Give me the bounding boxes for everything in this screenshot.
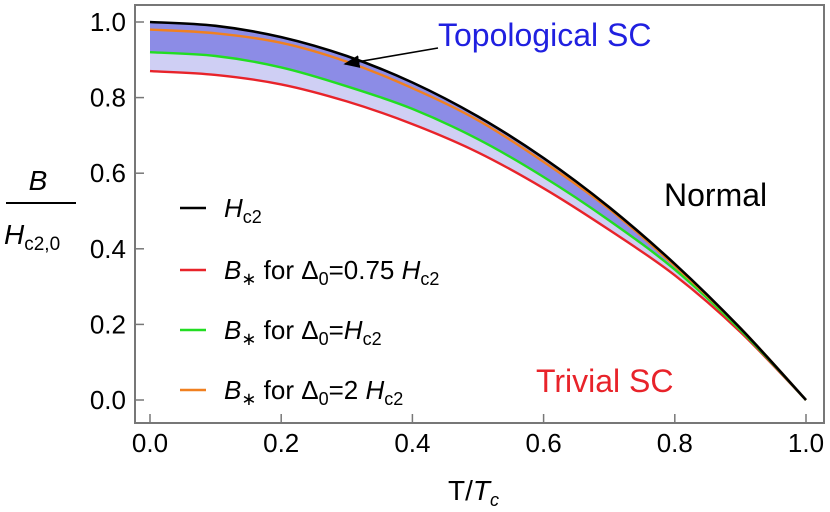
y-tick-label: 0.6 [90, 158, 126, 188]
y-tick-label: 0.2 [90, 309, 126, 339]
legend-label-bstar_1: B∗ for Δ0=Hc2 [224, 315, 382, 349]
x-tick-label: 0.6 [526, 428, 562, 458]
plot-frame [134, 4, 825, 424]
series-line-bstar_1 [149, 51, 807, 401]
annotation-arrow [343, 47, 439, 68]
x-tick-label: 0.4 [394, 428, 430, 458]
y-axis-ticks: 0.0 0.2 0.4 0.6 0.8 1.0 [90, 7, 144, 415]
legend-label-bstar_075: B∗ for Δ0=0.75 Hc2 [224, 255, 439, 289]
band-light [150, 22, 806, 400]
region-label-topological: Topological SC [438, 17, 651, 53]
legend-label-bstar_2: B∗ for Δ0=2 Hc2 [224, 375, 403, 409]
legend-label-hc2: Hc2 [224, 193, 262, 227]
series-line-bstar_075 [149, 69, 807, 401]
x-axis-label: T/Tc [448, 475, 499, 510]
x-tick-label: 0.0 [132, 428, 168, 458]
x-axis-ticks: 0.0 0.2 0.4 0.6 0.8 1.0 [132, 414, 824, 458]
region-label-normal: Normal [664, 177, 767, 213]
series-line-hc2 [149, 20, 807, 401]
y-axis-label-denominator: Hc2,0 [4, 219, 60, 255]
x-tick-label: 1.0 [788, 428, 824, 458]
legend: Hc2 B∗ for Δ0=0.75 Hc2 B∗ for Δ0=Hc2 B∗ for… [180, 193, 439, 409]
y-tick-label: 0.8 [90, 83, 126, 113]
y-tick-label: 1.0 [90, 7, 126, 37]
y-tick-label: 0.4 [90, 234, 126, 264]
y-axis-label-numerator: B [29, 165, 48, 196]
y-axis-label: B Hc2,0 [4, 165, 76, 255]
region-label-trivial: Trivial SC [536, 363, 673, 399]
x-tick-label: 0.2 [263, 428, 299, 458]
series-lines [149, 20, 807, 401]
shaded-regions [150, 22, 806, 400]
y-tick-label: 0.0 [90, 385, 126, 415]
x-tick-label: 0.8 [657, 428, 693, 458]
